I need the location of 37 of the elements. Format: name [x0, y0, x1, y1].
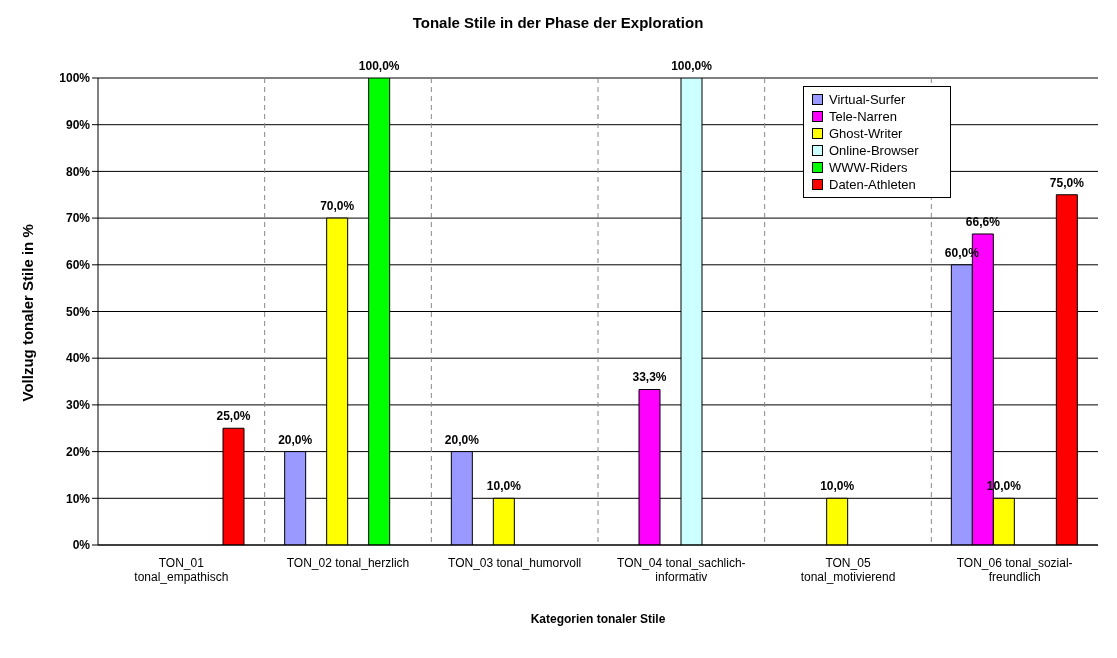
y-tick-label: 10%	[65, 491, 91, 506]
y-tick-label: 0%	[72, 538, 91, 553]
data-label: 20,0%	[444, 432, 480, 447]
y-tick-label: 20%	[65, 444, 91, 459]
x-axis-title: Kategorien tonaler Stile	[530, 612, 666, 626]
y-tick-label: 40%	[65, 351, 91, 366]
y-tick-label: 30%	[65, 398, 91, 413]
data-label: 10,0%	[486, 479, 522, 494]
legend-label: Ghost-Writer	[829, 125, 903, 142]
data-label: 75,0%	[1049, 175, 1085, 190]
data-label: 10,0%	[820, 479, 855, 494]
data-label: 100,0%	[671, 59, 713, 73]
legend-label: Tele-Narren	[829, 108, 897, 125]
data-label: 100,0%	[358, 59, 400, 73]
y-axis-title: Vollzug tonaler Stile in %	[19, 224, 37, 402]
data-label: 66,6%	[965, 214, 1001, 229]
y-tick-label: 70%	[65, 211, 91, 226]
legend-label: Daten-Athleten	[829, 176, 916, 193]
y-tick-label: 60%	[65, 258, 91, 273]
legend-label: Virtual-Surfer	[829, 91, 906, 108]
y-tick-label: 100%	[59, 71, 91, 86]
data-label: 25,0%	[216, 409, 251, 424]
x-tick-label: TON_06 tonal_sozial-freundlich	[956, 556, 1073, 584]
data-label: 20,0%	[278, 432, 313, 447]
data-label: 33,3%	[632, 370, 667, 385]
y-tick-label: 80%	[65, 164, 91, 179]
data-label: 70,0%	[320, 199, 355, 214]
x-tick-label: TON_05 tonal_motivierend	[800, 556, 896, 584]
x-tick-label: TON_04 tonal_sachlich-informativ	[617, 556, 746, 584]
x-tick-label: TON_02 tonal_herzlich	[286, 556, 410, 570]
x-tick-label: TON_01 tonal_empathisch	[134, 556, 229, 584]
legend-label: WWW-Riders	[829, 159, 908, 176]
y-tick-label: 90%	[65, 117, 91, 132]
y-tick-label: 50%	[65, 304, 91, 319]
chart-title: Tonale Stile in der Phase der Exploration	[411, 13, 705, 33]
x-tick-label: TON_03 tonal_humorvoll	[448, 556, 582, 570]
legend-label: Online-Browser	[829, 142, 919, 159]
